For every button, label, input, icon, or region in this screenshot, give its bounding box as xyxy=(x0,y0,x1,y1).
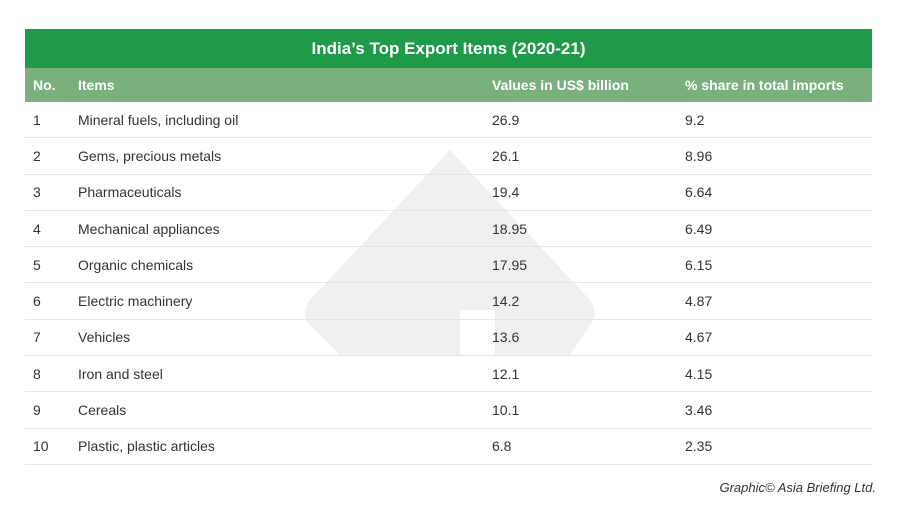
row-no: 1 xyxy=(33,111,41,128)
row-item: Organic chemicals xyxy=(78,256,194,273)
row-item: Mineral fuels, including oil xyxy=(78,111,239,128)
row-no: 7 xyxy=(33,329,41,346)
row-share: 4.87 xyxy=(685,293,713,310)
table-row: 1 Mineral fuels, including oil 26.9 9.2 xyxy=(25,102,872,139)
row-share: 3.46 xyxy=(685,402,713,419)
row-item: Gems, precious metals xyxy=(78,147,222,164)
row-value: 6.8 xyxy=(492,438,512,455)
graphic-credit: Graphic© Asia Briefing Ltd. xyxy=(719,480,876,495)
row-share: 2.35 xyxy=(685,438,713,455)
table-row: 10 Plastic, plastic articles 6.8 2.35 xyxy=(25,429,872,465)
table-row: 6 Electric machinery 14.2 4.87 xyxy=(25,283,872,320)
row-item: Mechanical appliances xyxy=(78,220,220,237)
row-item: Cereals xyxy=(78,402,127,419)
row-share: 6.49 xyxy=(685,220,713,237)
row-no: 2 xyxy=(33,147,41,164)
row-item: Pharmaceuticals xyxy=(78,184,182,201)
row-item: Plastic, plastic articles xyxy=(78,438,215,455)
header-no: No. xyxy=(33,77,56,93)
row-share: 8.96 xyxy=(685,147,713,164)
row-item: Iron and steel xyxy=(78,365,163,382)
row-value: 19.4 xyxy=(492,184,520,201)
table-row: 3 Pharmaceuticals 19.4 6.64 xyxy=(25,175,872,211)
row-value: 26.9 xyxy=(492,111,520,128)
row-no: 10 xyxy=(33,438,49,455)
row-value: 12.1 xyxy=(492,365,520,382)
table-row: 5 Organic chemicals 17.95 6.15 xyxy=(25,247,872,284)
row-value: 18.95 xyxy=(492,220,528,237)
row-item: Electric machinery xyxy=(78,293,193,310)
table-row: 8 Iron and steel 12.1 4.15 xyxy=(25,356,872,393)
row-share: 4.15 xyxy=(685,365,713,382)
table-row: 7 Vehicles 13.6 4.67 xyxy=(25,320,872,357)
table-row: 9 Cereals 10.1 3.46 xyxy=(25,392,872,429)
table-title: India’s Top Export Items (2020-21) xyxy=(25,29,872,68)
row-value: 14.2 xyxy=(492,293,520,310)
row-no: 4 xyxy=(33,220,41,237)
row-share: 6.15 xyxy=(685,256,713,273)
table-row: 2 Gems, precious metals 26.1 8.96 xyxy=(25,138,872,175)
row-no: 6 xyxy=(33,293,41,310)
row-no: 3 xyxy=(33,184,41,201)
header-values: Values in US$ billion xyxy=(492,77,629,93)
table-row: 4 Mechanical appliances 18.95 6.49 xyxy=(25,211,872,248)
row-value: 10.1 xyxy=(492,402,520,419)
header-share: % share in total imports xyxy=(685,77,844,93)
row-value: 17.95 xyxy=(492,256,528,273)
row-share: 9.2 xyxy=(685,111,705,128)
table-body: 1 Mineral fuels, including oil 26.9 9.2 2 Gem… xyxy=(25,102,872,465)
row-share: 4.67 xyxy=(685,329,713,346)
row-no: 5 xyxy=(33,256,41,273)
row-no: 8 xyxy=(33,365,41,382)
exports-table: India’s Top Export Items (2020-21) No. I… xyxy=(25,29,872,465)
row-value: 13.6 xyxy=(492,329,520,346)
header-items: Items xyxy=(78,77,115,93)
row-value: 26.1 xyxy=(492,147,520,164)
row-no: 9 xyxy=(33,402,41,419)
table-header-row: No. Items Values in US$ billion % share … xyxy=(25,68,872,102)
row-share: 6.64 xyxy=(685,184,713,201)
row-item: Vehicles xyxy=(78,329,131,346)
